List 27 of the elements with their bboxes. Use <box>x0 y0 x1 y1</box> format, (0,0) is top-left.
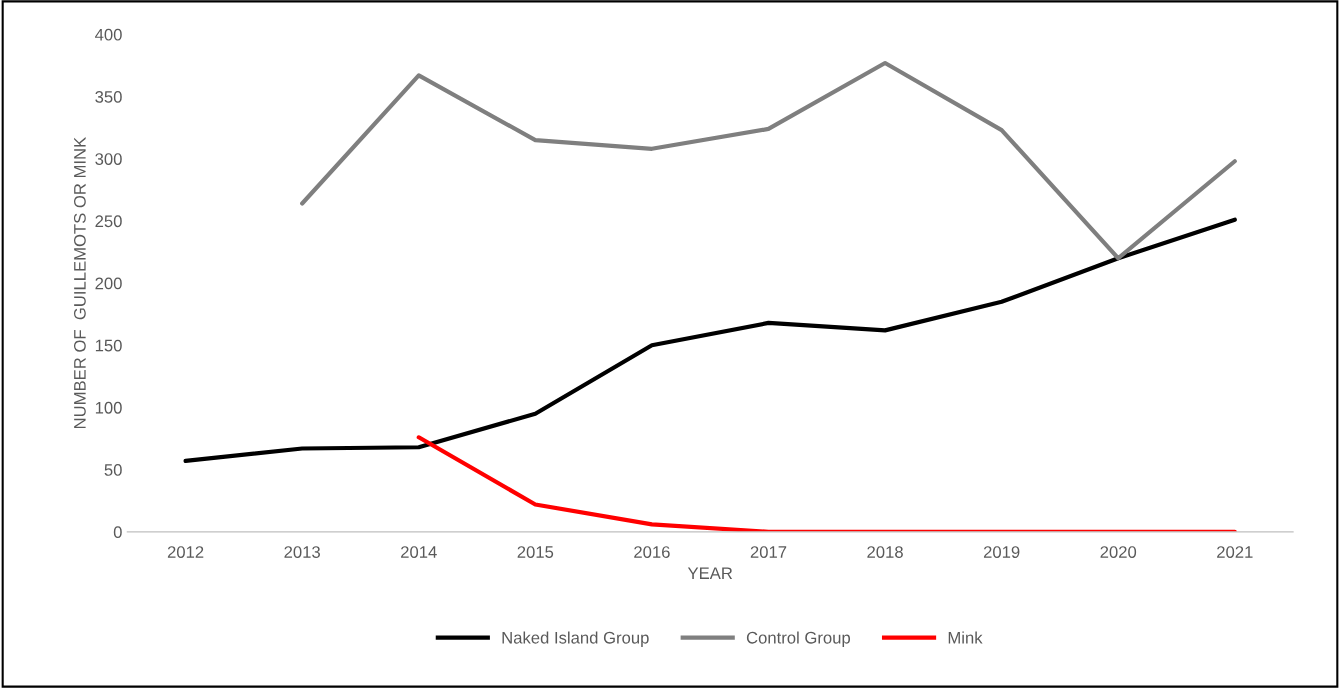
y-tick-label: 350 <box>95 90 122 103</box>
legend-label: Control Group <box>746 631 851 647</box>
x-tick-label: 2013 <box>284 546 320 558</box>
y-axis-title: NUMBER OF GUILLEMOTS OR MINK <box>73 136 86 429</box>
line-series <box>416 435 1237 532</box>
x-tick-label: 2017 <box>750 546 787 558</box>
x-tick-label: 2014 <box>401 546 437 558</box>
y-tick-label: 0 <box>113 526 122 539</box>
y-tick-label: 400 <box>95 28 122 41</box>
x-tick-label: 2018 <box>867 546 903 558</box>
x-tick-label: 2019 <box>983 546 1020 558</box>
legend-label: Mink <box>948 631 983 644</box>
line-series <box>300 60 1237 261</box>
x-tick-label: 2016 <box>634 546 670 558</box>
line-series <box>183 217 1237 464</box>
legend-label: Naked Island Group <box>502 631 649 647</box>
x-tick-label: 2021 <box>1217 546 1253 558</box>
y-tick-label: 300 <box>95 153 122 165</box>
y-tick-label: 250 <box>95 215 122 228</box>
y-tick-label: 150 <box>95 339 122 352</box>
x-tick-label: 2012 <box>167 546 204 558</box>
y-tick-label: 100 <box>95 401 122 414</box>
y-tick-label: 50 <box>104 464 122 476</box>
y-tick-label: 200 <box>95 277 122 290</box>
x-tick-label: 2015 <box>517 546 554 558</box>
x-axis-title: YEAR <box>687 567 733 579</box>
x-tick-label: 2020 <box>1100 546 1137 558</box>
